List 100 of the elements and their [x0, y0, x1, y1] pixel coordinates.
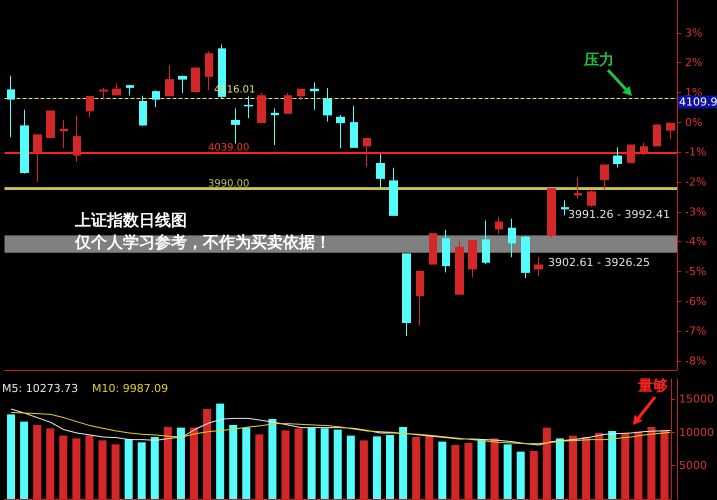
y-tick-label: 3% — [685, 26, 702, 40]
candlestick — [389, 167, 398, 216]
candlestick — [455, 240, 464, 295]
candlestick — [165, 64, 174, 96]
bar — [425, 435, 434, 499]
candlestick — [126, 84, 134, 96]
candlestick — [534, 256, 543, 276]
bar — [124, 439, 133, 499]
candlestick — [482, 220, 490, 265]
candlestick — [99, 88, 108, 100]
candlestick — [402, 253, 411, 336]
bar — [399, 427, 408, 499]
candlestick — [547, 188, 556, 238]
bar — [660, 430, 668, 499]
bar — [320, 428, 329, 499]
bar — [229, 425, 238, 499]
bar — [621, 434, 630, 499]
y-tick-label: 0% — [685, 116, 702, 129]
bar — [7, 414, 16, 499]
candlestick — [152, 90, 160, 108]
annotation: M5: 10273.73 — [2, 382, 78, 395]
candlestick — [666, 122, 675, 140]
candlestick — [60, 119, 68, 149]
bar — [72, 438, 80, 499]
bar — [530, 451, 538, 499]
bar — [464, 443, 472, 499]
candlestick — [350, 105, 358, 148]
bar — [268, 419, 276, 499]
candlestick — [442, 229, 450, 273]
annotation: 3991.26 - 3992.41 — [568, 208, 670, 221]
annotation: 压力 — [583, 50, 614, 68]
candlestick — [574, 176, 582, 200]
candlestick — [191, 68, 200, 92]
bar — [255, 434, 264, 499]
candlestick — [627, 144, 635, 163]
bar — [294, 428, 303, 499]
bar — [164, 427, 172, 499]
candlestick — [297, 88, 305, 100]
annotation: 3902.61 - 3926.25 — [548, 256, 650, 269]
bar — [190, 428, 198, 499]
bar — [412, 437, 420, 499]
y-tick-label: 15000 — [679, 392, 714, 406]
candlestick — [376, 153, 385, 188]
bar — [516, 452, 525, 499]
bar — [582, 437, 590, 499]
y-tick-label: 10000 — [679, 426, 714, 439]
y-tick-label: -2% — [685, 176, 706, 189]
candlestick — [363, 138, 371, 168]
candlestick — [257, 92, 266, 124]
bar — [568, 436, 577, 499]
bar — [438, 442, 446, 499]
y-tick-label: 2% — [685, 56, 702, 70]
bar — [138, 442, 146, 499]
candlestick — [178, 75, 187, 94]
candlestick — [587, 190, 596, 208]
candlestick — [73, 115, 81, 162]
bar — [451, 445, 460, 499]
y-tick-label: -4% — [685, 235, 706, 248]
bar — [595, 433, 604, 499]
bar — [281, 430, 290, 499]
candlestick — [112, 82, 121, 96]
bar — [334, 430, 342, 499]
bar — [360, 440, 368, 499]
candlestick — [46, 110, 55, 138]
bar — [490, 438, 499, 499]
y-tick-label: -3% — [685, 205, 706, 218]
candlestick — [205, 50, 213, 90]
y-tick-label: -8% — [685, 354, 706, 368]
candlestick — [33, 134, 42, 183]
bar — [59, 436, 68, 499]
y-tick-label: -1% — [685, 146, 706, 159]
bar — [634, 432, 642, 499]
bar — [542, 428, 551, 499]
candlestick — [561, 200, 569, 216]
candlestick — [244, 96, 253, 119]
candlestick — [508, 218, 516, 258]
bar — [33, 425, 42, 499]
candlestick — [416, 270, 424, 326]
candlestick — [640, 142, 648, 156]
annotation: 3990.00 — [208, 178, 250, 190]
candlestick — [613, 146, 622, 168]
bar — [150, 437, 159, 499]
candlestick — [429, 233, 437, 265]
candlestick — [139, 95, 147, 126]
bar — [112, 444, 120, 499]
bar — [46, 428, 54, 499]
annotation: 量够 — [637, 376, 668, 394]
annotation: 仅个人学习参考，不作为买卖依据！ — [74, 232, 331, 252]
y-tick-label: -7% — [685, 324, 706, 338]
bar — [386, 435, 394, 499]
candlestick — [468, 240, 477, 278]
bar — [346, 436, 355, 499]
candlestick — [231, 108, 240, 144]
y-tick-label: 5000 — [679, 459, 708, 472]
bar — [85, 436, 94, 499]
bar — [242, 428, 250, 499]
annotation: 上证指数日线图 — [74, 210, 187, 230]
bar — [478, 440, 486, 499]
bar — [556, 438, 564, 499]
candlestick — [284, 92, 292, 114]
